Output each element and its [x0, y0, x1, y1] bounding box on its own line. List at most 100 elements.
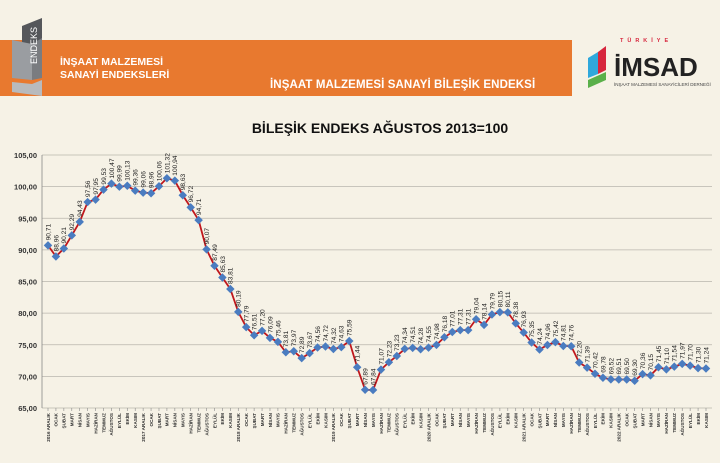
- data-label: 101,32: [164, 153, 171, 174]
- header-band: [0, 40, 572, 96]
- data-point: [138, 188, 148, 197]
- data-label: 77,79: [244, 305, 251, 322]
- x-tick-label: EYLÜL: [687, 413, 693, 428]
- data-point: [455, 325, 465, 335]
- x-tick-label: 2021 ARALIK: [521, 412, 526, 441]
- data-label: 94,71: [196, 198, 203, 215]
- data-point: [495, 307, 505, 317]
- x-tick-label: NİSAN: [172, 412, 178, 427]
- data-label: 94,43: [77, 200, 84, 217]
- data-point: [440, 333, 449, 342]
- data-label: 88,96: [53, 235, 60, 252]
- data-point: [226, 284, 235, 294]
- data-label: 76,51: [252, 313, 259, 330]
- data-point: [566, 342, 576, 351]
- data-label: 74,56: [315, 326, 322, 343]
- data-label: 73,97: [291, 329, 298, 346]
- data-label: 70,15: [648, 354, 655, 371]
- y-tick-label: 65,00: [18, 404, 37, 413]
- x-tick-label: EYLÜL: [211, 413, 217, 428]
- x-tick-label: 2016 ARALIK: [46, 412, 51, 441]
- x-tick-label: KASIM: [609, 413, 614, 428]
- data-point: [646, 371, 655, 380]
- data-label: 74,81: [561, 324, 568, 341]
- x-tick-label: MART: [70, 413, 75, 426]
- data-label: 71,07: [378, 348, 385, 365]
- data-point: [630, 376, 639, 386]
- x-tick-label: MART: [640, 413, 645, 426]
- data-label: 80,19: [236, 290, 243, 307]
- x-tick-label: MAYIS: [181, 413, 186, 427]
- x-tick-label: EKİM: [314, 413, 320, 425]
- data-point: [614, 375, 624, 384]
- data-point: [337, 342, 346, 352]
- y-tick-label: 95,00: [18, 214, 37, 223]
- data-point: [218, 273, 227, 282]
- x-tick-label: HAZİRAN: [92, 412, 98, 433]
- data-label: 74,28: [418, 327, 425, 344]
- x-tick-label: NİSAN: [267, 412, 273, 427]
- data-label: 74,34: [402, 327, 409, 344]
- data-point: [432, 340, 441, 350]
- data-point: [408, 343, 417, 353]
- x-tick-label: AĞUSTOS: [583, 413, 590, 436]
- data-point: [186, 203, 195, 212]
- data-label: 97,56: [85, 180, 92, 197]
- x-tick-label: AĞUSTOS: [297, 413, 304, 436]
- x-tick-label: ŞUBAT: [537, 413, 542, 429]
- data-point: [162, 174, 172, 183]
- data-point: [622, 375, 631, 384]
- data-point: [313, 343, 322, 352]
- data-point: [241, 322, 251, 332]
- data-label: 83,81: [228, 267, 235, 284]
- y-tick-label: 105,00: [14, 151, 37, 160]
- data-point: [598, 373, 608, 383]
- brand-caption: İNŞAAT MALZEMESİ SANAYİCİLERİ DERNEĞİ: [614, 81, 711, 87]
- x-tick-label: TEMMUZ: [482, 413, 487, 433]
- data-label: 96,72: [188, 186, 195, 203]
- data-point: [638, 369, 647, 379]
- data-point: [654, 362, 663, 372]
- data-point: [59, 244, 69, 253]
- x-tick-label: MART: [545, 413, 550, 426]
- data-point: [43, 241, 53, 250]
- data-point: [551, 337, 560, 347]
- x-tick-label: KASIM: [704, 413, 709, 428]
- data-label: 71,54: [672, 345, 679, 362]
- data-point: [559, 341, 568, 351]
- x-tick-label: HAZİRAN: [663, 412, 669, 433]
- data-point: [91, 195, 100, 204]
- data-label: 71,70: [688, 344, 695, 361]
- x-tick-label: EYLÜL: [116, 413, 122, 428]
- data-label: 72,23: [386, 340, 393, 357]
- x-tick-label: KASIM: [323, 413, 328, 428]
- data-label: 90,07: [204, 228, 211, 245]
- data-label: 71,45: [656, 345, 663, 362]
- data-label: 69,51: [616, 358, 623, 375]
- data-label: 99,53: [101, 168, 108, 185]
- data-point: [662, 365, 671, 374]
- data-label: 74,24: [537, 328, 544, 345]
- x-tick-label: AĞUSTOS: [488, 413, 495, 436]
- x-tick-label: AĞUSTOS: [678, 413, 685, 436]
- data-point: [130, 186, 140, 195]
- data-label: 90,71: [45, 224, 52, 241]
- data-point: [265, 333, 275, 343]
- data-label: 76,18: [442, 315, 449, 332]
- data-label: 74,63: [339, 325, 346, 342]
- data-label: 69,30: [632, 359, 639, 376]
- data-point: [574, 358, 584, 367]
- data-label: 77,20: [259, 309, 266, 326]
- data-point: [115, 182, 124, 191]
- data-point: [146, 188, 156, 198]
- x-tick-label: TEMMUZ: [196, 413, 201, 433]
- data-label: 72,20: [577, 341, 584, 358]
- data-point: [99, 185, 108, 194]
- data-label: 75,46: [275, 320, 282, 337]
- data-label: 75,35: [529, 321, 536, 338]
- x-tick-label: OCAK: [54, 412, 59, 426]
- data-label: 71,10: [664, 348, 671, 365]
- x-tick-label: MART: [165, 413, 170, 426]
- data-label: 77,01: [450, 310, 457, 327]
- x-tick-label: EKİM: [505, 413, 511, 425]
